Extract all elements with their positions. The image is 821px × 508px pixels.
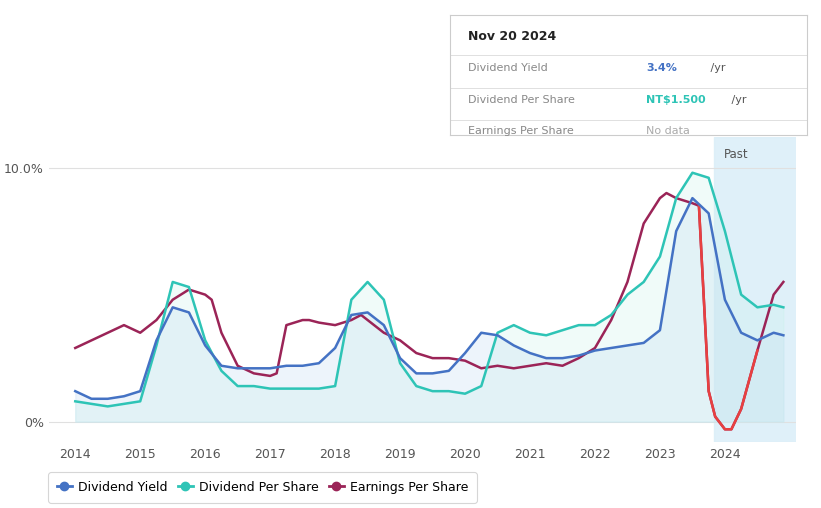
Text: /yr: /yr <box>707 63 726 73</box>
Text: Earnings Per Share: Earnings Per Share <box>468 126 574 136</box>
Text: /yr: /yr <box>728 95 747 105</box>
Legend: Dividend Yield, Dividend Per Share, Earnings Per Share: Dividend Yield, Dividend Per Share, Earn… <box>48 472 477 503</box>
Text: Nov 20 2024: Nov 20 2024 <box>468 29 556 43</box>
Text: Dividend Yield: Dividend Yield <box>468 63 548 73</box>
Text: Dividend Per Share: Dividend Per Share <box>468 95 575 105</box>
Text: 3.4%: 3.4% <box>646 63 677 73</box>
Text: Past: Past <box>723 148 748 162</box>
Text: NT$1.500: NT$1.500 <box>646 95 706 105</box>
Text: No data: No data <box>646 126 690 136</box>
Bar <box>714 137 821 442</box>
